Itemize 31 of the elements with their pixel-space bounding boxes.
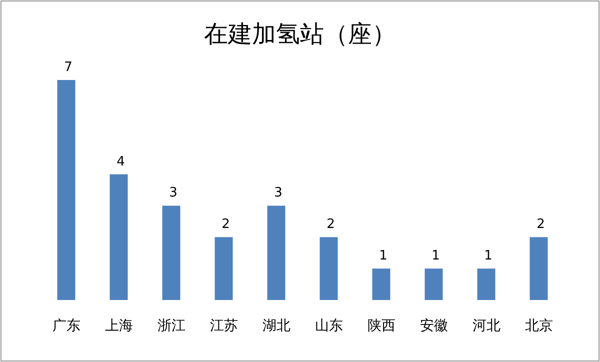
bar: [320, 237, 338, 300]
bar: [477, 268, 496, 300]
bar: [530, 237, 548, 300]
bar: [424, 268, 443, 300]
x-tick-label: 山东: [314, 318, 343, 334]
x-tick-label: 北京: [524, 318, 553, 334]
data-label: 3: [274, 186, 282, 201]
x-tick-label: 浙江: [157, 318, 186, 334]
x-tick-label: 安徽: [420, 318, 448, 334]
x-tick-label: 河北: [472, 318, 500, 334]
data-label: 2: [326, 217, 335, 232]
data-label: 2: [222, 217, 230, 232]
bar: [110, 174, 128, 300]
data-label: 1: [379, 248, 388, 264]
bar: [267, 206, 286, 300]
x-tick-label: 陕西: [367, 318, 396, 334]
bar: [214, 237, 233, 300]
data-label: 3: [169, 186, 178, 201]
bar: [372, 268, 390, 300]
x-tick-label: 广东: [52, 318, 80, 334]
chart-title: 在建加氢站（座）: [204, 20, 396, 48]
data-label: 4: [116, 154, 125, 170]
x-tick-label: 江苏: [210, 318, 238, 334]
x-tick-label: 湖北: [262, 318, 290, 334]
data-label: 1: [484, 248, 492, 264]
x-tick-label: 上海: [104, 318, 133, 334]
data-label: 7: [64, 60, 72, 75]
bar: [162, 206, 180, 300]
bar: [57, 80, 76, 300]
data-label: 1: [432, 248, 440, 264]
data-label: 2: [536, 217, 545, 232]
